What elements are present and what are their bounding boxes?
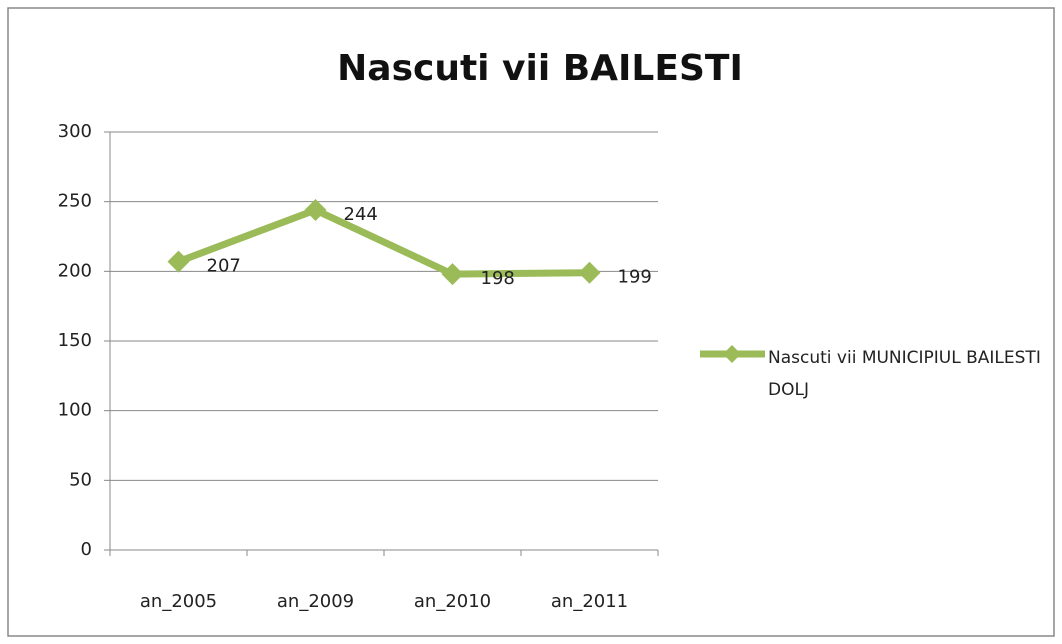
y-tick-label: 100 (58, 400, 92, 421)
data-label: 244 (344, 204, 378, 225)
data-label: 207 (207, 256, 241, 277)
chart-frame (7, 7, 1055, 637)
data-label: 198 (481, 268, 515, 289)
data-marker (441, 263, 464, 286)
y-tick-label: 50 (69, 469, 92, 490)
x-tick-label: an_2005 (140, 591, 217, 612)
legend-label: Nascuti vii MUNICIPIUL BAILESTI DOLJ (768, 348, 1041, 400)
y-tick-label: 300 (58, 121, 92, 142)
y-tick-label: 200 (58, 260, 92, 281)
y-tick-label: 150 (58, 330, 92, 351)
x-tick-label: an_2009 (277, 591, 354, 612)
x-tick-label: an_2011 (551, 591, 628, 612)
legend-marker (723, 345, 741, 363)
y-tick-label: 0 (81, 539, 92, 560)
chart-title: Nascuti vii BAILESTI (337, 48, 743, 89)
x-tick-label: an_2010 (414, 591, 491, 612)
series-line (177, 206, 590, 278)
data-marker (304, 199, 327, 222)
y-tick-label: 250 (58, 191, 92, 212)
data-marker (578, 261, 601, 284)
data-label: 199 (618, 267, 652, 288)
data-marker (167, 250, 190, 273)
